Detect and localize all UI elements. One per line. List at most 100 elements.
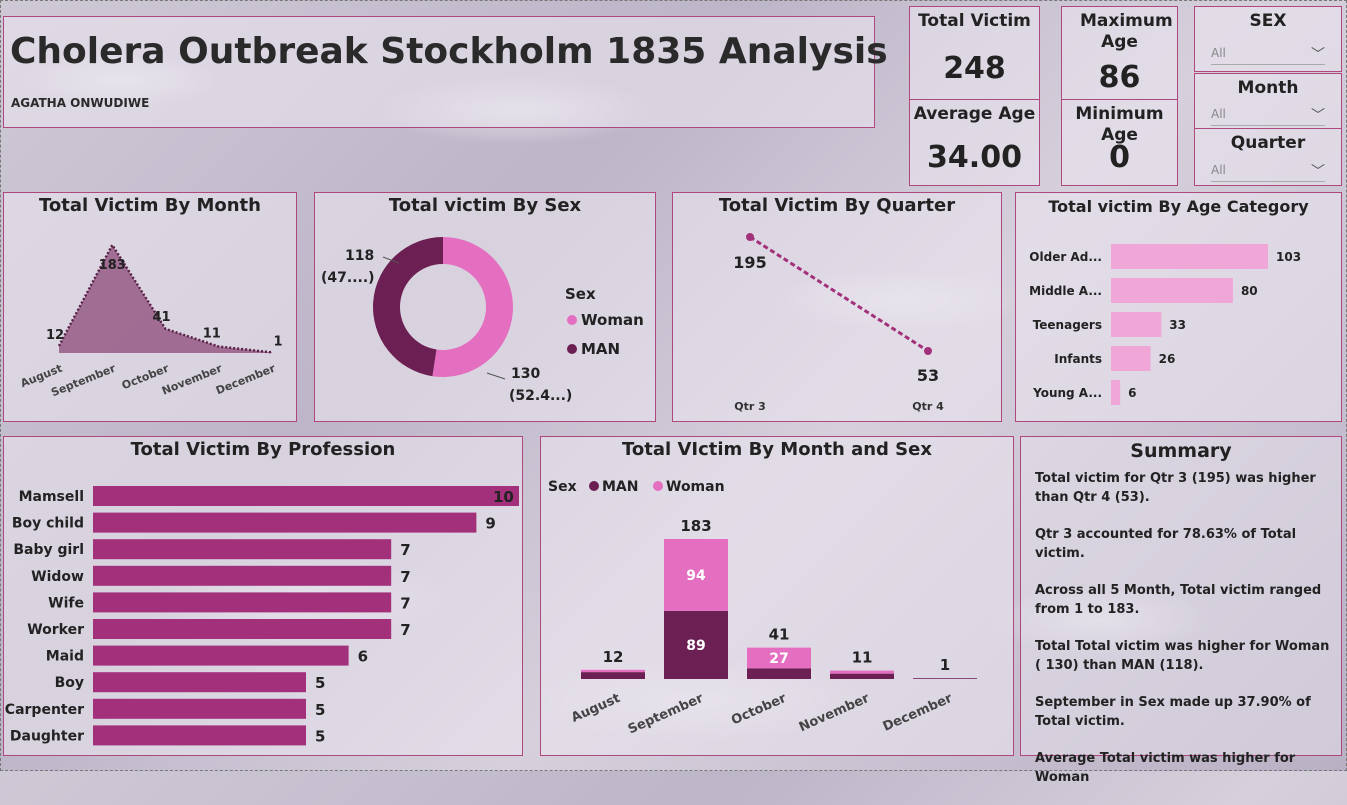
data-label: 27 (769, 651, 788, 667)
bar (93, 672, 306, 693)
bar (1111, 278, 1233, 303)
slicer-label: Month (1237, 78, 1299, 98)
bar-segment-woman (581, 669, 645, 673)
chevron-down-icon[interactable]: ﹀ (1311, 47, 1325, 63)
y-tick-label: Older Ad... (1029, 250, 1102, 264)
bar (93, 539, 392, 560)
bar-segment-man (830, 673, 894, 679)
summary-paragraph: September in Sex made up 37.90% of Total… (1035, 695, 1311, 729)
x-tick-label: Qtr 3 (734, 400, 766, 413)
y-tick-label: Carpenter (5, 702, 84, 718)
chevron-down-icon[interactable]: ﹀ (1311, 108, 1325, 124)
slicer-month[interactable]: Month All ﹀ (1194, 73, 1342, 129)
data-point (924, 347, 932, 355)
dropdown-value: All (1211, 163, 1226, 177)
y-tick-label: Widow (31, 569, 84, 585)
data-label: 130 (511, 366, 540, 382)
bar (93, 565, 392, 586)
month-dropdown[interactable]: All ﹀ (1211, 107, 1325, 126)
data-label: 26 (1159, 352, 1176, 366)
summary-paragraph: Total victim for Qtr 3 (195) was higher … (1035, 471, 1316, 505)
data-label: (52.4...) (509, 388, 572, 404)
data-label: 6 (1128, 386, 1136, 400)
slicer-sex[interactable]: SEX All ﹀ (1194, 6, 1342, 72)
data-label: 118 (345, 248, 374, 264)
data-label: 11 (203, 327, 221, 342)
author-name: AGATHA ONWUDIWE (11, 96, 150, 110)
page-title: Cholera Outbreak Stockholm 1835 Analysis (10, 31, 888, 72)
y-tick-label: Boy child (12, 516, 84, 532)
chart-title: Total Victim By Profession (130, 439, 396, 460)
legend-marker (567, 344, 577, 354)
chart-month-panel[interactable]: Total Victim By Month 12 August 183 Septemb… (3, 192, 297, 422)
x-tick-label: November (797, 691, 872, 736)
data-label: 1 (273, 334, 282, 349)
legend-label: Woman (581, 311, 644, 329)
y-tick-label: Infants (1054, 352, 1102, 366)
bar (1111, 244, 1268, 269)
kpi-value: 0 (1109, 140, 1130, 175)
bar (93, 725, 306, 746)
data-label: 195 (733, 253, 766, 272)
bar (1111, 312, 1162, 337)
y-tick-label: Boy (55, 675, 84, 691)
y-tick-label: Baby girl (13, 542, 84, 558)
y-tick-label: Maid (46, 649, 84, 665)
profession-bar-chart[interactable]: Mamsell 10 Boy child 9 Baby girl 7 Widow 7 Wife 7… (4, 437, 524, 757)
data-label: 12 (46, 328, 64, 343)
x-tick-label: December (214, 362, 278, 398)
chart-title: Total victim By Sex (388, 195, 582, 216)
bar-segment-man (581, 672, 645, 679)
kpi-value: 248 (943, 51, 1006, 86)
legend-title: Sex (565, 285, 596, 303)
chart-title: Total victim By Age Category (1048, 197, 1309, 216)
dropdown-value: All (1211, 46, 1226, 60)
x-tick-label: September (626, 691, 706, 738)
quarter-dropdown[interactable]: All ﹀ (1211, 163, 1325, 182)
data-label: 103 (1276, 250, 1301, 264)
dropdown-value: All (1211, 107, 1226, 121)
bar (93, 486, 519, 506)
slicer-quarter[interactable]: Quarter All ﹀ (1194, 128, 1342, 186)
data-label: 5 (315, 727, 325, 745)
bar-segment-woman (747, 647, 811, 669)
area-line (57, 242, 273, 354)
data-label: 9 (485, 515, 495, 533)
bar-segment-woman (830, 670, 894, 674)
data-label: 7 (400, 621, 410, 639)
kpi-total-victim: Total Victim 248 (909, 6, 1040, 100)
header-panel: Cholera Outbreak Stockholm 1835 Analysis… (3, 16, 888, 128)
bar (1111, 380, 1121, 405)
data-label: 89 (686, 638, 705, 654)
month-sex-stacked-chart[interactable]: Sex MAN Woman 12 August 183 89 94 September 41 27 O… (541, 437, 1015, 757)
chart-monthsex-panel[interactable]: Total VIctim By Month and Sex Sex MAN Woma… (540, 436, 1014, 756)
donut-slice (373, 237, 443, 377)
data-point (746, 233, 754, 241)
leader-line (486, 372, 506, 380)
total-label: 1 (940, 656, 950, 674)
quarter-line-chart[interactable]: 195 Qtr 3 53 Qtr 4 (673, 193, 1003, 423)
y-tick-label: Young A... (1032, 386, 1102, 400)
data-label: 80 (1241, 284, 1258, 298)
y-tick-label: Worker (27, 622, 84, 638)
chart-sex-panel[interactable]: Total victim By Sex 130 (52.4...) 118 (47..… (314, 192, 656, 422)
total-label: 11 (852, 649, 873, 667)
chart-age-panel[interactable]: Total victim By Age Category Older Ad...… (1015, 192, 1342, 422)
summary-text: Total victim for Qtr 3 (195) was higher … (1035, 469, 1333, 805)
legend-label: MAN (602, 479, 638, 495)
age-bar-chart[interactable]: Older Ad... 103 Middle A... 80 Teenagers 33 In… (1016, 193, 1343, 423)
chart-quarter-panel[interactable]: Total Victim By Quarter 195 Qtr 3 53 Qtr 4 (672, 192, 1002, 422)
sex-dropdown[interactable]: All ﹀ (1211, 46, 1325, 65)
data-label: 5 (315, 701, 325, 719)
data-label: 5 (315, 674, 325, 692)
kpi-label: Maximum Age (1080, 11, 1173, 52)
slicer-label: SEX (1249, 11, 1287, 31)
sex-donut-chart[interactable]: 130 (52.4...) 118 (47....) Sex Woman MAN (315, 193, 657, 423)
month-area-chart[interactable]: 12August183September41October11November1… (4, 193, 298, 423)
data-label: 10 (493, 488, 514, 506)
chevron-down-icon[interactable]: ﹀ (1311, 164, 1325, 180)
summary-title: Summary (1130, 440, 1232, 462)
chart-profession-panel[interactable]: Total Victim By Profession Mamsell 10 Boy … (3, 436, 523, 756)
data-label: 7 (400, 541, 410, 559)
legend-label: MAN (581, 340, 620, 358)
